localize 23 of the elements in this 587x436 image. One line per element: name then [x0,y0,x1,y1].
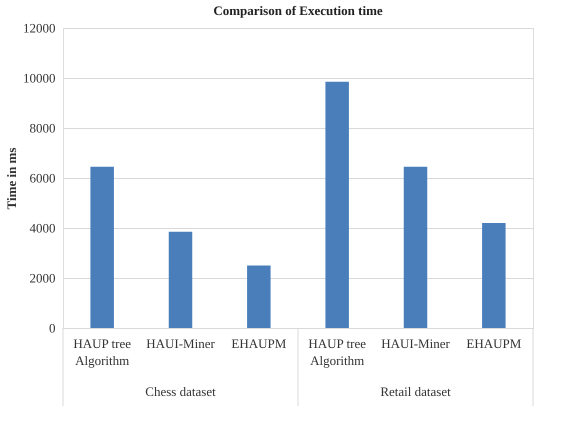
y-tick-label: 4000 [30,220,56,236]
y-tick-label: 6000 [30,170,56,186]
y-tick-label: 0 [49,320,56,336]
x-tick-label: HAUP tree Algorithm [73,336,132,368]
x-tick-label: HAUI-Miner [381,336,450,351]
y-axis-title: Time in ms [4,148,19,210]
y-tick-label: 12000 [23,20,56,36]
bar [325,82,349,328]
x-tick-label: EHAUPM [231,336,287,351]
chart-title: Comparison of Execution time [213,3,383,18]
x-tick-label: EHAUPM [466,336,522,351]
bar [482,223,506,328]
bar [404,166,428,328]
text: Chess dataset [145,384,216,399]
text: Retail dataset [380,384,452,399]
bar [90,166,114,328]
x-tick-label: HAUP tree Algorithm [308,336,366,368]
x-tick-label: HAUI-Miner [146,336,216,351]
bar [168,232,192,328]
y-tick-label: 2000 [30,270,56,286]
bar [247,266,271,328]
y-tick-label: 8000 [30,120,56,136]
y-tick-label: 10000 [23,70,56,86]
